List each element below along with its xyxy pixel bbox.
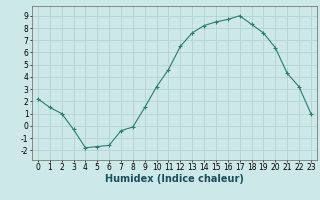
X-axis label: Humidex (Indice chaleur): Humidex (Indice chaleur) <box>105 174 244 184</box>
